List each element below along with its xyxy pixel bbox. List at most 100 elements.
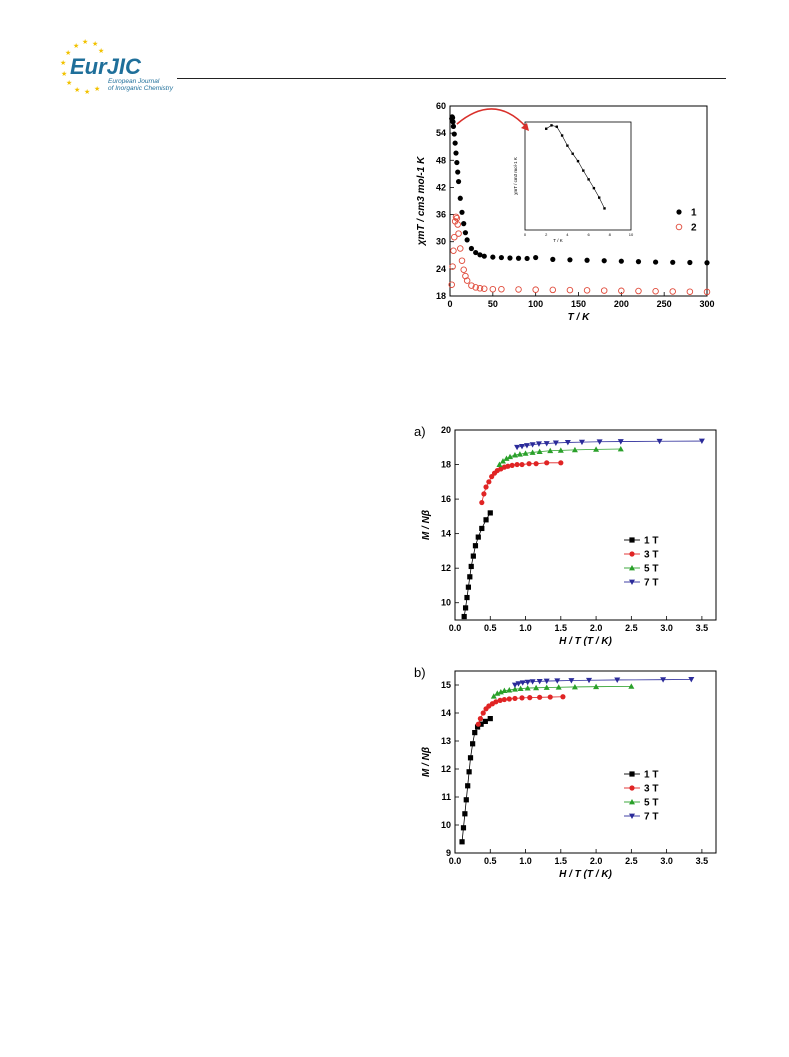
x-tick-label: 3.0 — [660, 856, 673, 866]
y-tick-label: 24 — [436, 264, 446, 274]
data-point — [468, 282, 475, 289]
legend-marker — [629, 813, 635, 819]
y-axis-label: M / Nβ — [421, 747, 432, 777]
data-point — [519, 680, 526, 686]
data-point — [686, 288, 694, 295]
data-point — [468, 563, 474, 570]
y-tick-label: 12 — [441, 563, 451, 573]
data-point — [472, 284, 479, 291]
data-point — [522, 450, 529, 456]
data-point — [514, 461, 520, 468]
data-point — [698, 438, 705, 445]
data-point — [465, 584, 472, 590]
data-point — [529, 449, 536, 455]
y-tick-label: 30 — [436, 237, 446, 247]
data-point — [464, 594, 470, 601]
inset-data-point — [571, 152, 574, 155]
data-point — [455, 169, 461, 175]
data-point — [494, 690, 501, 696]
series-line — [481, 462, 561, 503]
data-point — [476, 285, 484, 292]
inset-x-tick-label: 2 — [545, 232, 548, 237]
svg-text:★: ★ — [92, 40, 98, 48]
data-point — [506, 696, 512, 702]
data-point — [526, 461, 532, 467]
x-tick-label: 1.0 — [519, 856, 532, 866]
data-point — [452, 140, 458, 146]
data-point — [549, 286, 557, 294]
data-point — [617, 446, 624, 452]
legend-marker — [629, 799, 635, 805]
data-point — [617, 439, 624, 445]
data-point — [490, 693, 497, 699]
inset-data-point — [560, 134, 564, 137]
legend-label: 1 — [691, 208, 697, 219]
data-point — [535, 441, 542, 447]
data-point — [656, 438, 663, 445]
data-point — [635, 287, 642, 295]
y-axis-label: χmT / cm3 mol-1 K — [416, 156, 427, 246]
x-tick-label: 300 — [699, 299, 714, 309]
legend-label: 1 T — [644, 536, 658, 547]
y-tick-label: 48 — [436, 155, 446, 165]
data-point — [501, 696, 507, 703]
data-point — [459, 209, 465, 215]
x-tick-label: 50 — [488, 299, 498, 309]
data-point — [618, 258, 624, 264]
data-point — [593, 683, 600, 690]
header-rule — [177, 78, 726, 79]
data-point — [543, 441, 550, 447]
y-tick-label: 11 — [441, 792, 451, 802]
y-tick-label: 15 — [441, 680, 451, 690]
data-point — [593, 446, 600, 452]
data-point — [506, 687, 513, 693]
data-point — [533, 684, 540, 691]
data-point — [460, 825, 467, 831]
data-point — [457, 245, 464, 252]
data-point — [571, 446, 578, 453]
y-tick-label: 18 — [441, 460, 451, 470]
series-line — [463, 512, 491, 617]
data-point — [466, 769, 472, 775]
inset-x-tick-label: 6 — [587, 232, 590, 237]
svg-text:★: ★ — [60, 59, 66, 67]
data-point — [596, 439, 603, 445]
data-point — [552, 440, 559, 446]
data-point — [669, 288, 676, 295]
inset-data-point — [582, 169, 585, 172]
data-point — [461, 221, 467, 227]
data-point — [583, 287, 591, 294]
data-point — [505, 463, 511, 469]
data-point — [459, 839, 465, 845]
x-tick-label: 2.0 — [590, 623, 603, 633]
x-tick-label: 0 — [447, 299, 452, 309]
series-3-T — [475, 694, 566, 727]
x-tick-label: 1.5 — [555, 623, 568, 633]
data-point — [487, 716, 493, 722]
legend-label: 7 T — [644, 578, 658, 589]
data-point — [519, 695, 525, 701]
data-point — [511, 686, 518, 692]
arrow-head-icon — [521, 123, 529, 131]
data-point — [533, 254, 539, 261]
magnetization-chart-a: 0.0 0.5 1.0 1.5 2.0 2.5 3.0 3.5 10 12 14 16 18 20 H / … — [414, 424, 717, 647]
data-point — [449, 115, 456, 121]
svg-text:★: ★ — [73, 42, 79, 50]
series-1-T — [461, 510, 493, 620]
svg-text:★: ★ — [94, 85, 100, 93]
series-3-T — [479, 460, 564, 506]
legend-label: 5 T — [644, 798, 658, 809]
data-point — [457, 195, 463, 201]
data-point — [463, 277, 471, 284]
data-point — [503, 455, 510, 461]
data-point — [688, 677, 695, 683]
x-axis-label: H / T (T / K) — [559, 869, 612, 880]
data-point — [455, 178, 462, 185]
data-point — [523, 443, 530, 449]
data-point — [481, 285, 488, 293]
data-point — [519, 461, 525, 468]
inset-data-point — [587, 178, 590, 181]
series-1 — [449, 114, 710, 266]
data-point — [586, 677, 593, 684]
data-point — [481, 253, 487, 259]
